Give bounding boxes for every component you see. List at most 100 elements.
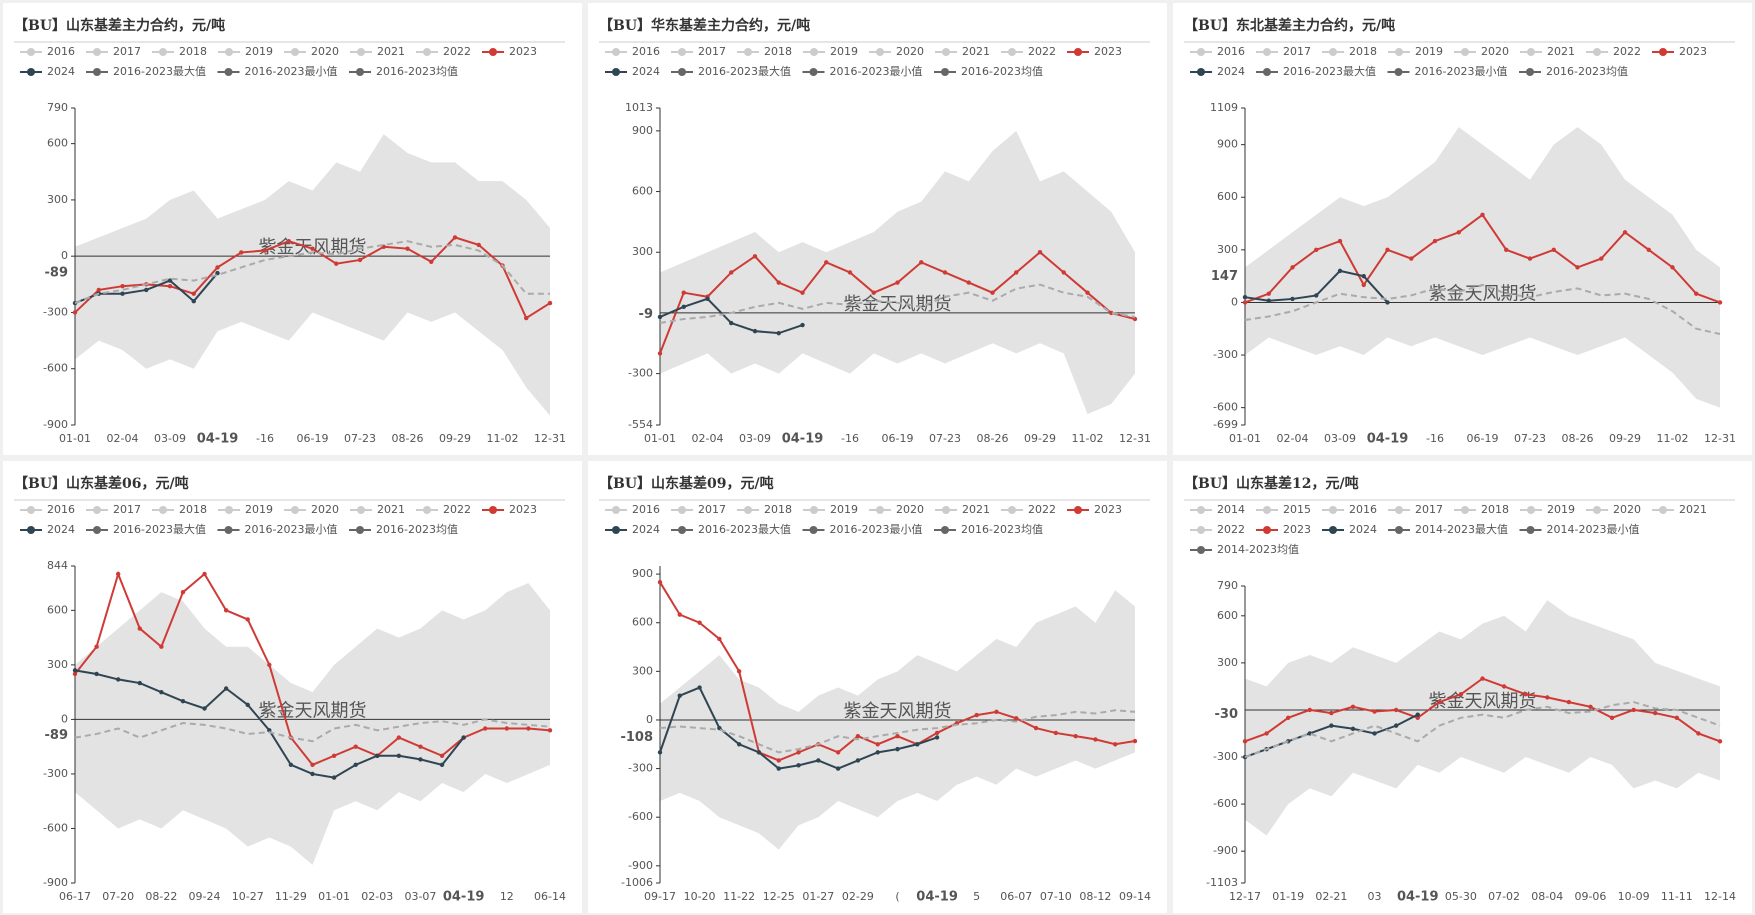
x-tick-label: 08-26 [392, 432, 424, 445]
y-tick-label: 844 [47, 559, 68, 572]
legend-marker [159, 506, 167, 514]
y-tick-label: 300 [632, 245, 653, 258]
x-tick-label: 12-25 [763, 890, 795, 903]
x-tick-label: 12-31 [1119, 432, 1151, 445]
data-point [657, 351, 663, 356]
data-point [835, 750, 841, 755]
data-point [137, 680, 142, 686]
series-line [659, 709, 1136, 754]
chart-panel: 【BU】东北基差主力合约，元/吨 2016 2017 2018 2019 2020 2021… [1173, 3, 1752, 455]
x-tick-label: 04-19 [782, 432, 824, 447]
pointer-bg [1203, 268, 1241, 285]
watermark: 紫金天风期货 [1429, 283, 1537, 304]
data-point [1350, 726, 1356, 731]
x-tick-label: 11-02 [1072, 432, 1104, 445]
data-point [72, 671, 78, 677]
y-tick-label: 900 [1217, 138, 1238, 151]
legend-marker [678, 68, 686, 76]
legend-marker [27, 506, 35, 514]
chart-panel: 【BU】山东基差09，元/吨 2016 2017 2018 2019 2020 2021 20… [588, 461, 1167, 913]
data-point [657, 750, 663, 755]
x-tick-label: 06-19 [882, 432, 914, 445]
legend-label: 2019 [245, 45, 273, 58]
legend-label: 2021 [962, 503, 990, 516]
data-point [239, 250, 244, 255]
y-tick-label: -900 [1213, 844, 1238, 857]
data-point [1266, 291, 1271, 296]
y-tick-label: -900 [628, 859, 653, 872]
legend-marker [612, 48, 620, 56]
legend-marker [1526, 526, 1535, 534]
data-point [1242, 294, 1248, 300]
data-point [1437, 699, 1442, 705]
legend-label: 2018 [1481, 503, 1509, 516]
data-point [357, 257, 363, 263]
x-tick-label: 04-19 [1367, 432, 1409, 447]
data-point [1242, 300, 1248, 305]
data-point [288, 762, 294, 768]
data-point [1266, 298, 1271, 303]
y-tick-label: -600 [628, 810, 653, 823]
data-point [159, 689, 164, 695]
pointer-bg [33, 727, 71, 744]
legend-marker [1263, 48, 1271, 56]
legend-marker [612, 68, 620, 76]
legend-marker [357, 48, 365, 56]
data-point [729, 320, 734, 326]
data-point [1670, 265, 1675, 270]
data-point [1337, 238, 1343, 244]
x-tick-label: ( [895, 890, 899, 903]
data-point [966, 280, 971, 285]
x-tick-label: 12-31 [1704, 432, 1736, 445]
x-tick-label: 02-04 [107, 432, 139, 445]
data-point [1458, 692, 1464, 697]
data-point [120, 291, 125, 296]
y-tick-label: 600 [47, 137, 68, 150]
y-tick-label: -900 [43, 418, 68, 431]
legend-marker [876, 48, 884, 56]
legend-label: 2017 [113, 45, 141, 58]
x-tick-label: 09-24 [189, 890, 221, 903]
data-point [729, 270, 734, 275]
legend-marker [1395, 526, 1403, 534]
data-point [776, 758, 781, 763]
legend-label: 2022 [1217, 523, 1245, 536]
data-point [94, 671, 99, 677]
legend-marker [1461, 48, 1469, 56]
x-tick-label: 07-20 [102, 890, 134, 903]
x-tick-label: 09-06 [1574, 890, 1606, 903]
pointer-bg [1203, 706, 1241, 723]
legend-marker [423, 506, 431, 514]
x-tick-label: 03-07 [404, 890, 436, 903]
data-point [1014, 716, 1019, 721]
legend-marker [1659, 506, 1667, 514]
data-point [120, 283, 125, 289]
y-tick-label: -600 [1213, 797, 1238, 810]
series-line [1244, 283, 1721, 335]
legend-marker [1263, 68, 1271, 76]
legend-label: 2015 [1283, 503, 1311, 516]
legend-label: 2016-2023最小值 [1415, 65, 1508, 78]
x-tick-label: -16 [1426, 432, 1444, 445]
y-tick-label: 900 [632, 124, 653, 137]
legend-marker [423, 48, 431, 56]
y-tick-label: 300 [1217, 656, 1238, 669]
data-point [796, 750, 801, 755]
y-tick-label: -900 [43, 876, 68, 889]
y-tick-label: 0 [1231, 295, 1238, 308]
pointer-bg [33, 264, 71, 281]
legend-marker [159, 48, 167, 56]
legend-marker [809, 526, 818, 534]
x-tick-label: 06-07 [1000, 890, 1032, 903]
data-point [934, 730, 940, 736]
data-point [334, 261, 339, 266]
legend-label: 2021 [1547, 45, 1575, 58]
legend-marker [1329, 48, 1337, 56]
legend-marker [942, 48, 950, 56]
legend-marker [27, 526, 35, 534]
data-point [1061, 270, 1066, 275]
data-point [895, 746, 900, 752]
data-point [681, 290, 686, 295]
data-point [1653, 710, 1658, 716]
legend-label: 2020 [896, 503, 924, 516]
